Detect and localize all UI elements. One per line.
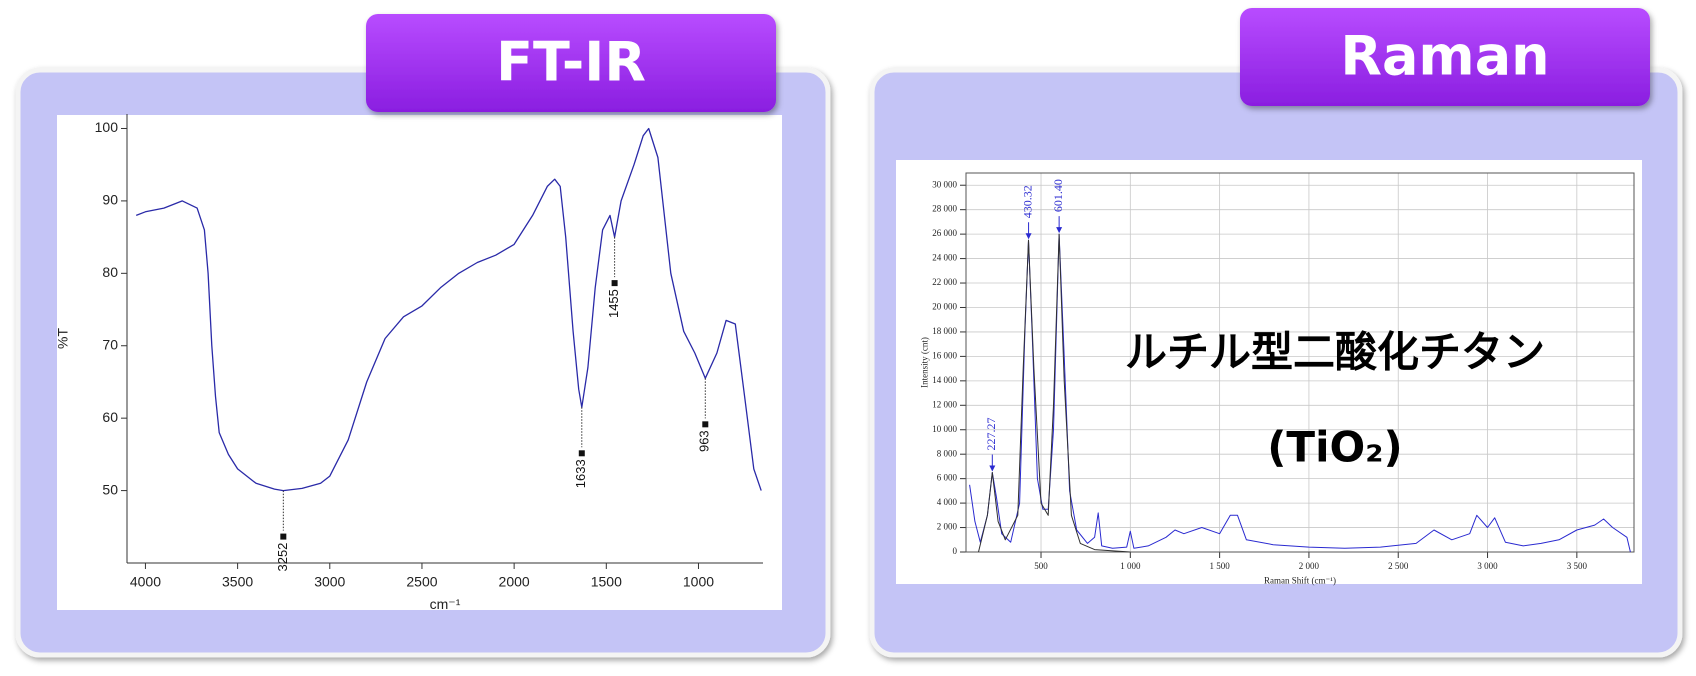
- x-tick-label: 3 000: [1477, 561, 1498, 571]
- y-tick-label: 10 000: [932, 424, 957, 434]
- x-tick-label: 2500: [406, 574, 437, 590]
- y-tick-label: 26 000: [932, 228, 957, 238]
- y-tick-label: 6 000: [937, 473, 958, 483]
- peak-arrow: [1056, 227, 1063, 234]
- peak-square: [578, 450, 585, 457]
- chart-area: [57, 115, 782, 610]
- y-tick-label: 90: [102, 192, 118, 208]
- x-axis-label: cm⁻¹: [430, 596, 461, 612]
- panel-label: Raman: [1340, 25, 1549, 88]
- x-tick-label: 1 500: [1210, 561, 1231, 571]
- y-tick-label: 16 000: [932, 350, 957, 360]
- y-tick-label: 28 000: [932, 204, 957, 214]
- y-tick-label: 0: [953, 546, 958, 556]
- peak-label: 3252: [275, 543, 290, 572]
- peak-label: 430.32: [1020, 185, 1034, 218]
- peak-square: [702, 421, 709, 428]
- peak-label: 963: [697, 430, 712, 452]
- x-tick-label: 4000: [130, 574, 161, 590]
- y-tick-label: 50: [102, 481, 118, 497]
- x-tick-label: 3000: [314, 574, 345, 590]
- y-tick-label: 100: [95, 119, 119, 135]
- x-tick-label: 500: [1034, 561, 1048, 571]
- overlay-text: (TiO₂): [1267, 423, 1403, 472]
- x-tick-label: 3500: [222, 574, 253, 590]
- raman-chart: 0 2 000 4 000 6 000 8 000 10 000 12 000 14 000 1…: [920, 172, 1635, 585]
- spectrum-line: [135, 127, 762, 492]
- peak-label: 1633: [573, 459, 588, 488]
- peak-label: 227.27: [984, 418, 998, 451]
- x-tick-label: 1 000: [1120, 561, 1141, 571]
- peak-label: 1455: [606, 289, 621, 318]
- y-tick-label: 70: [102, 336, 118, 352]
- y-tick-label: 12 000: [932, 399, 957, 409]
- panel-label-box: [1240, 8, 1650, 106]
- x-tick-label: 1000: [683, 574, 714, 590]
- chart-area: [896, 160, 1642, 584]
- x-tick-label: 1500: [591, 574, 622, 590]
- peak-square: [611, 280, 618, 287]
- y-tick-label: 22 000: [932, 277, 957, 287]
- panel-label: FT-IR: [496, 31, 646, 94]
- x-tick-label: 3 500: [1567, 561, 1588, 571]
- y-tick-label: 30 000: [932, 179, 957, 189]
- y-tick-label: 14 000: [932, 375, 957, 385]
- y-axis-label: %T: [55, 328, 71, 349]
- y-tick-label: 60: [102, 409, 118, 425]
- peak-square: [280, 533, 287, 540]
- y-tick-label: 24 000: [932, 253, 957, 263]
- plot-frame: [965, 172, 1635, 553]
- y-tick-label: 2 000: [937, 522, 958, 532]
- y-tick-label: 80: [102, 264, 118, 280]
- y-tick-label: 18 000: [932, 326, 957, 336]
- x-axis-label: Raman Shift (cm⁻¹): [1264, 575, 1336, 585]
- ftir-chart: 50 60 70 80 90 100 4000 3500 3000 2500 2000 1500 100…: [55, 114, 763, 612]
- x-tick-label: 2 500: [1388, 561, 1409, 571]
- peak-arrow: [989, 465, 996, 472]
- y-tick-label: 8 000: [937, 448, 958, 458]
- y-tick-label: 4 000: [937, 497, 958, 507]
- panel-label-box: [366, 14, 776, 112]
- x-tick-label: 2 000: [1299, 561, 1320, 571]
- y-tick-label: 20 000: [932, 302, 957, 312]
- spectrum-line: [978, 233, 1131, 553]
- overlay-text: ルチル型二酸化チタン: [1125, 328, 1545, 377]
- y-axis-label: Intensity (cnt): [920, 337, 930, 388]
- peak-label: 601.40: [1051, 179, 1065, 212]
- x-tick-label: 2000: [499, 574, 530, 590]
- peak-arrow: [1025, 233, 1032, 240]
